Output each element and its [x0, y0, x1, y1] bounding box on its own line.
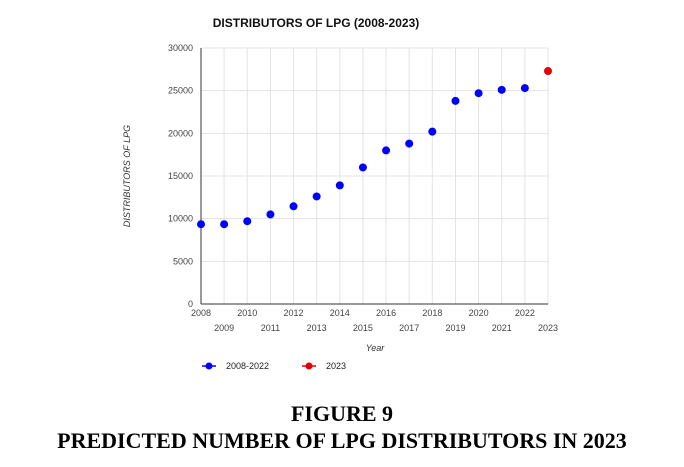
data-point [497, 85, 506, 94]
data-point [544, 67, 552, 76]
data-point [220, 220, 229, 229]
legend-marker [205, 362, 213, 370]
x-tick-label: 2016 [376, 308, 396, 318]
data-point [451, 96, 460, 105]
legend-label: 2023 [326, 361, 346, 371]
x-tick-label: 2019 [445, 323, 465, 333]
x-tick-label: 2022 [515, 308, 535, 318]
data-point [289, 202, 298, 211]
legend: 2008-2022 2023 [202, 361, 346, 371]
figure-caption: PREDICTED NUMBER OF LPG DISTRIBUTORS IN … [57, 428, 627, 453]
data-point [382, 146, 391, 155]
data-point [428, 127, 437, 136]
x-tick-label: 2013 [307, 323, 327, 333]
data-point [358, 163, 367, 172]
x-tick-label: 2014 [330, 308, 350, 318]
chart-title: DISTRIBUTORS OF LPG (2008-2023) [213, 16, 420, 30]
tick-labels: 0500010000150002000025000300002008200920… [168, 43, 558, 333]
legend-marker [305, 362, 313, 370]
data-point [266, 210, 275, 219]
y-tick-label: 20000 [168, 128, 193, 138]
data-point [312, 192, 321, 201]
legend-label: 2008-2022 [226, 361, 269, 371]
data-point [405, 139, 414, 148]
y-axis-label: DISTRIBUTORS OF LPG [122, 125, 132, 227]
x-tick-label: 2020 [469, 308, 489, 318]
y-tick-label: 25000 [168, 86, 193, 96]
data-point [474, 89, 483, 98]
figure-number: FIGURE 9 [290, 401, 394, 426]
data-point [520, 84, 529, 93]
x-tick-label: 2010 [237, 308, 257, 318]
x-tick-label: 2011 [261, 323, 280, 333]
data-point [197, 220, 205, 229]
y-tick-label: 5000 [173, 256, 193, 266]
x-axis-label: Year [366, 343, 386, 353]
data-points [197, 67, 552, 229]
x-tick-label: 2017 [399, 323, 419, 333]
data-point [335, 181, 344, 190]
x-tick-label: 2009 [214, 323, 234, 333]
data-point [243, 217, 252, 226]
y-tick-label: 30000 [168, 43, 193, 53]
x-tick-label: 2021 [492, 323, 512, 333]
x-tick-label: 2008 [191, 308, 211, 318]
gridlines [201, 47, 549, 304]
y-tick-label: 15000 [168, 171, 193, 181]
scatter-chart: DISTRIBUTORS OF LPG (2008-2023) 0 5000 100… [122, 16, 558, 371]
x-tick-label: 2015 [353, 323, 373, 333]
y-tick-label: 10000 [168, 214, 193, 224]
x-tick-label: 2012 [284, 308, 304, 318]
x-tick-label: 2018 [422, 308, 442, 318]
x-tick-label: 2023 [538, 323, 558, 333]
axes [200, 48, 548, 305]
y-tick-label: 0 [188, 299, 193, 309]
